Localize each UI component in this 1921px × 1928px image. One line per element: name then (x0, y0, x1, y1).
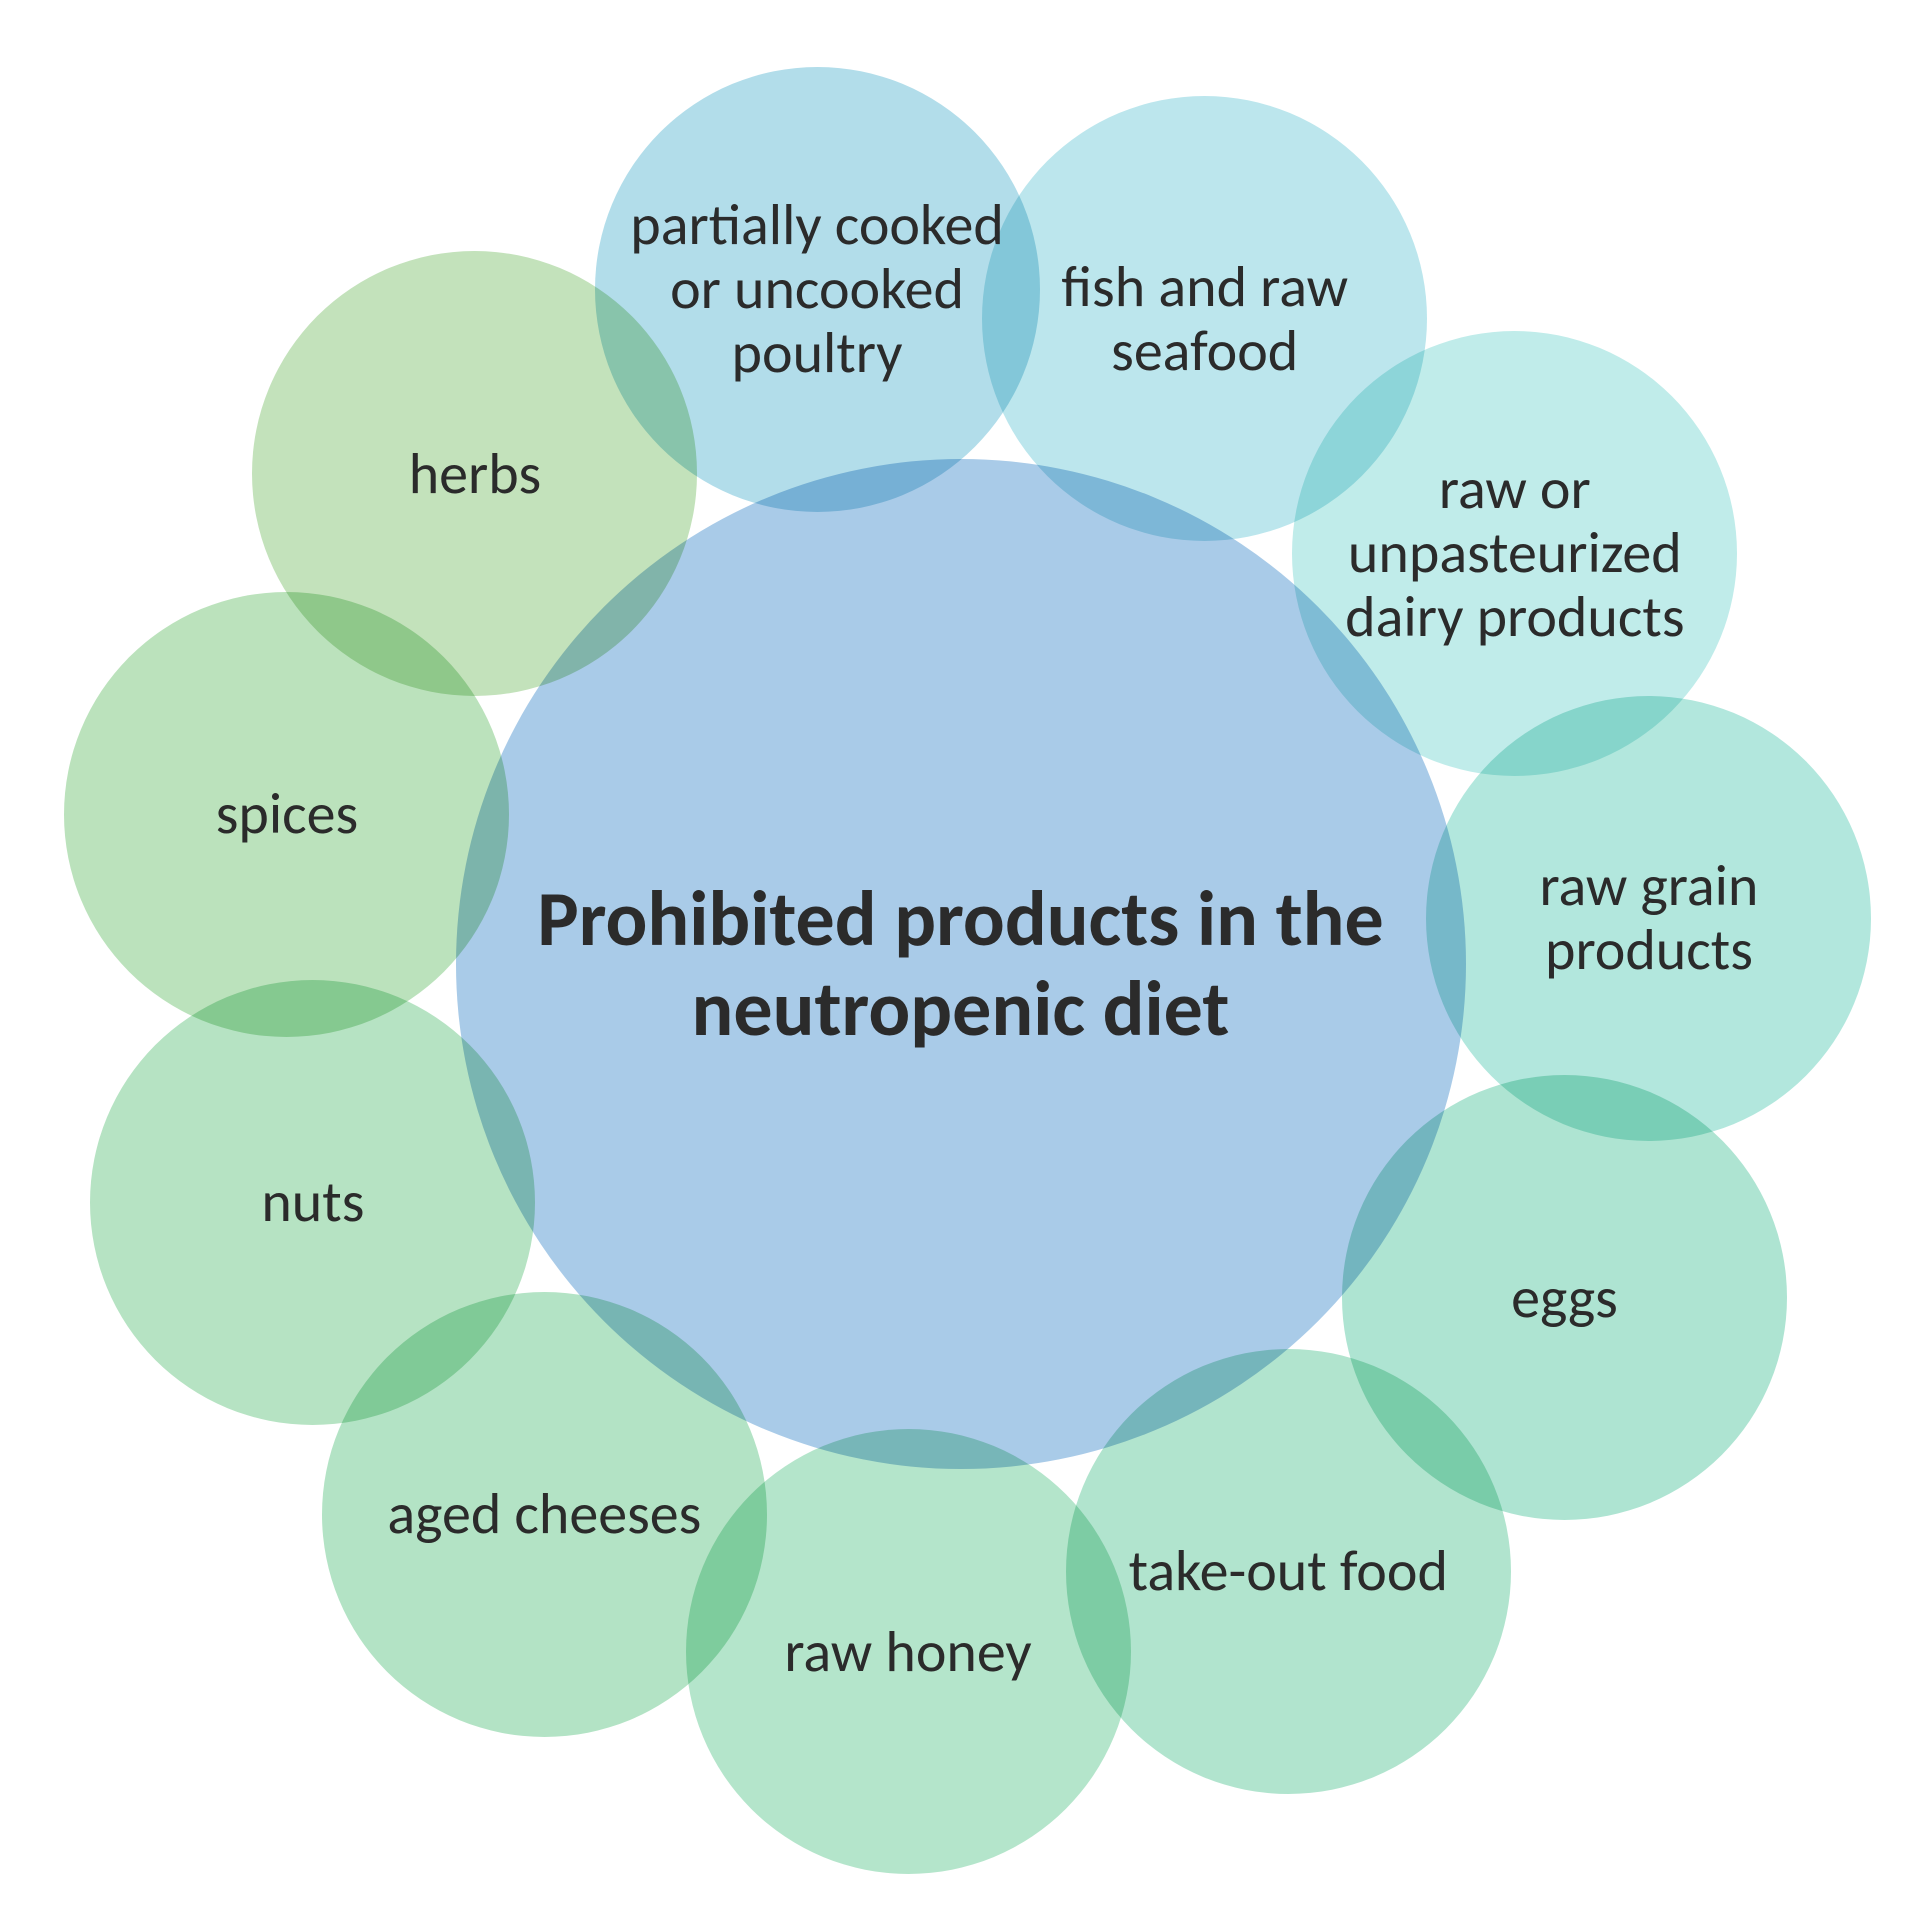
outer-circle-label: take-out food (1066, 1349, 1511, 1794)
radial-diagram: Prohibited products in the neutropenic d… (0, 4, 1921, 1925)
outer-circle-label: nuts (90, 980, 535, 1425)
outer-circle-label: raw grain products (1426, 696, 1871, 1141)
outer-circle-label: herbs (252, 251, 697, 696)
